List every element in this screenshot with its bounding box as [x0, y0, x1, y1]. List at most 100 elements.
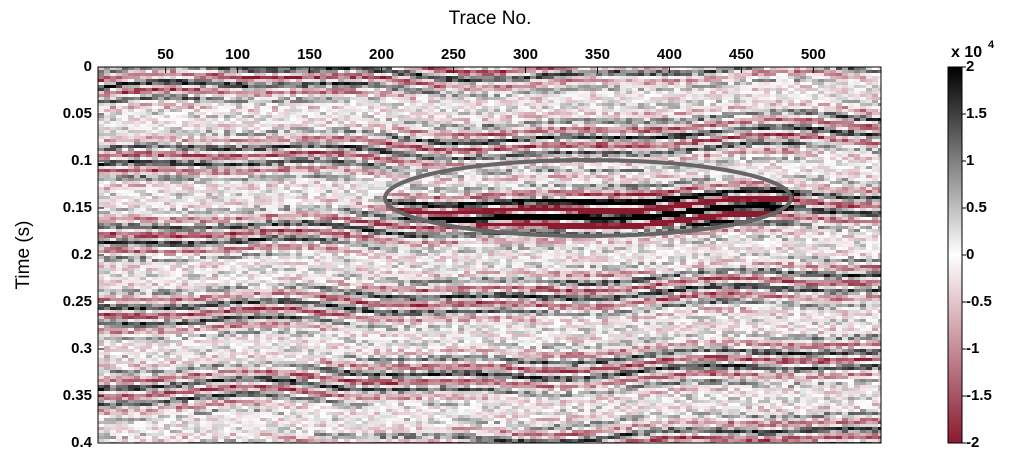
seismic-cell — [500, 100, 506, 103]
seismic-cell — [776, 76, 782, 79]
seismic-cell — [806, 82, 812, 85]
seismic-cell — [776, 73, 782, 76]
seismic-cell — [548, 124, 554, 127]
seismic-cell — [98, 178, 104, 181]
seismic-cell — [98, 175, 104, 178]
seismic-cell — [272, 136, 278, 139]
seismic-cell — [818, 115, 824, 118]
seismic-cell — [560, 175, 566, 178]
seismic-cell — [782, 175, 788, 178]
seismic-cell — [728, 142, 734, 145]
seismic-cell — [272, 115, 278, 118]
seismic-cell — [596, 130, 602, 133]
seismic-cell — [518, 130, 524, 133]
seismic-cell — [206, 118, 212, 121]
seismic-cell — [350, 139, 356, 142]
seismic-cell — [218, 97, 224, 100]
seismic-cell — [866, 166, 872, 169]
seismic-cell — [662, 106, 668, 109]
seismic-cell — [656, 115, 662, 118]
seismic-cell — [338, 175, 344, 178]
seismic-cell — [638, 121, 644, 124]
seismic-cell — [806, 121, 812, 124]
seismic-cell — [152, 73, 158, 76]
seismic-cell — [824, 172, 830, 175]
seismic-cell — [440, 85, 446, 88]
seismic-cell — [296, 109, 302, 112]
seismic-cell — [296, 166, 302, 169]
seismic-cell — [614, 178, 620, 181]
seismic-cell — [164, 79, 170, 82]
seismic-cell — [764, 172, 770, 175]
seismic-cell — [668, 169, 674, 172]
seismic-cell — [194, 97, 200, 100]
seismic-cell — [200, 103, 206, 106]
seismic-cell — [392, 88, 398, 91]
seismic-cell — [116, 109, 122, 112]
seismic-cell — [740, 127, 746, 130]
seismic-cell — [422, 148, 428, 151]
seismic-cell — [110, 175, 116, 178]
seismic-cell — [536, 154, 542, 157]
seismic-cell — [428, 136, 434, 139]
seismic-cell — [374, 94, 380, 97]
seismic-cell — [374, 136, 380, 139]
seismic-cell — [446, 76, 452, 79]
seismic-cell — [404, 151, 410, 154]
seismic-cell — [158, 127, 164, 130]
seismic-cell — [512, 91, 518, 94]
seismic-cell — [614, 172, 620, 175]
seismic-cell — [452, 88, 458, 91]
seismic-cell — [680, 91, 686, 94]
seismic-cell — [608, 112, 614, 115]
seismic-cell — [698, 136, 704, 139]
seismic-cell — [704, 115, 710, 118]
seismic-cell — [164, 169, 170, 172]
seismic-cell — [770, 106, 776, 109]
seismic-cell — [116, 160, 122, 163]
seismic-cell — [320, 145, 326, 148]
seismic-cell — [710, 127, 716, 130]
seismic-cell — [746, 157, 752, 160]
seismic-cell — [578, 127, 584, 130]
seismic-cell — [716, 145, 722, 148]
seismic-cell — [548, 172, 554, 175]
seismic-cell — [260, 148, 266, 151]
seismic-cell — [314, 76, 320, 79]
seismic-cell — [734, 151, 740, 154]
seismic-cell — [470, 133, 476, 136]
seismic-cell — [284, 151, 290, 154]
seismic-cell — [422, 163, 428, 166]
seismic-cell — [338, 94, 344, 97]
seismic-cell — [626, 103, 632, 106]
seismic-cell — [284, 115, 290, 118]
seismic-cell — [434, 70, 440, 73]
seismic-cell — [704, 118, 710, 121]
seismic-cell — [422, 166, 428, 169]
seismic-cell — [284, 85, 290, 88]
seismic-cell — [560, 118, 566, 121]
seismic-cell — [146, 127, 152, 130]
seismic-cell — [716, 160, 722, 163]
seismic-cell — [788, 73, 794, 76]
seismic-cell — [848, 127, 854, 130]
seismic-cell — [140, 172, 146, 175]
seismic-cell — [272, 76, 278, 79]
seismic-cell — [536, 103, 542, 106]
seismic-cell — [458, 112, 464, 115]
seismic-cell — [644, 133, 650, 136]
seismic-cell — [206, 136, 212, 139]
seismic-cell — [152, 157, 158, 160]
seismic-cell — [470, 94, 476, 97]
seismic-cell — [704, 130, 710, 133]
seismic-cell — [350, 94, 356, 97]
seismic-cell — [800, 157, 806, 160]
seismic-cell — [764, 73, 770, 76]
seismic-cell — [764, 85, 770, 88]
seismic-cell — [866, 88, 872, 91]
seismic-cell — [392, 124, 398, 127]
seismic-cell — [482, 148, 488, 151]
seismic-cell — [692, 127, 698, 130]
seismic-cell — [176, 121, 182, 124]
seismic-cell — [98, 154, 104, 157]
